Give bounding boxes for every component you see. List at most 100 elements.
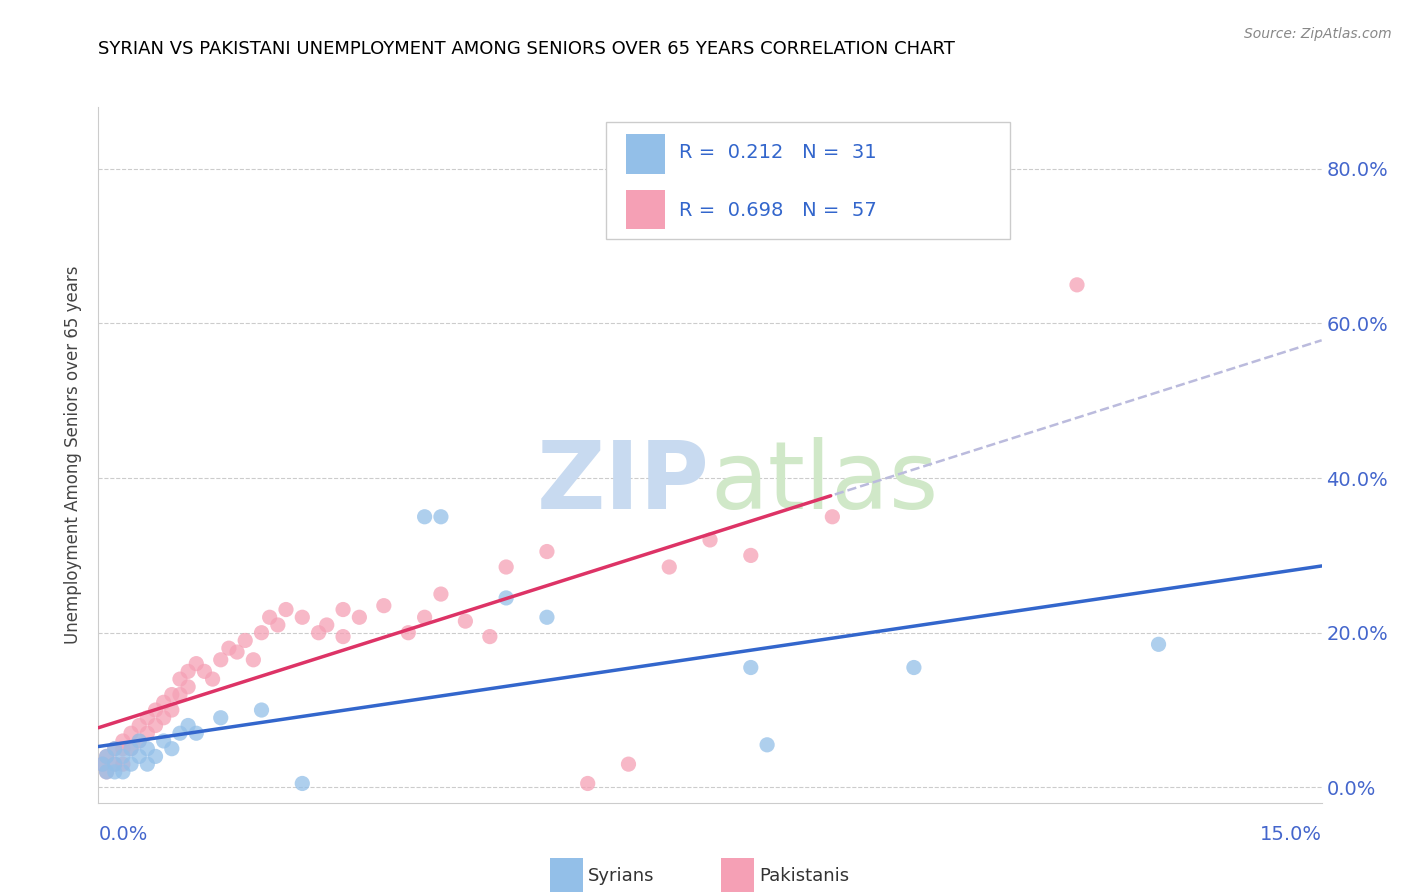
Point bbox=[177, 680, 200, 694]
Point bbox=[111, 749, 134, 764]
Point bbox=[186, 657, 208, 671]
Point bbox=[128, 734, 150, 748]
Point bbox=[454, 614, 477, 628]
Point bbox=[128, 734, 150, 748]
Point bbox=[495, 560, 517, 574]
FancyBboxPatch shape bbox=[721, 858, 754, 892]
Text: SYRIAN VS PAKISTANI UNEMPLOYMENT AMONG SENIORS OVER 65 YEARS CORRELATION CHART: SYRIAN VS PAKISTANI UNEMPLOYMENT AMONG S… bbox=[98, 40, 955, 58]
Point bbox=[903, 660, 925, 674]
Point bbox=[104, 757, 127, 772]
Point bbox=[259, 610, 281, 624]
Point bbox=[160, 703, 183, 717]
Text: atlas: atlas bbox=[710, 437, 938, 529]
Point bbox=[495, 591, 517, 605]
Point bbox=[250, 625, 273, 640]
Point bbox=[96, 764, 118, 779]
Point bbox=[1066, 277, 1088, 292]
Point bbox=[111, 757, 134, 772]
Point bbox=[128, 749, 150, 764]
Point bbox=[740, 549, 762, 563]
Point bbox=[233, 633, 256, 648]
Point bbox=[201, 672, 224, 686]
Point bbox=[349, 610, 371, 624]
Point bbox=[315, 618, 337, 632]
Point bbox=[111, 741, 134, 756]
Point bbox=[136, 741, 159, 756]
Point bbox=[104, 757, 127, 772]
Point bbox=[104, 764, 127, 779]
Text: ZIP: ZIP bbox=[537, 437, 710, 529]
Point bbox=[96, 749, 118, 764]
Point bbox=[104, 741, 127, 756]
Point bbox=[111, 734, 134, 748]
Point bbox=[430, 509, 453, 524]
Point bbox=[136, 711, 159, 725]
Point bbox=[120, 757, 142, 772]
Point bbox=[478, 630, 501, 644]
Point bbox=[96, 764, 118, 779]
Point bbox=[152, 734, 174, 748]
Point bbox=[373, 599, 395, 613]
Point bbox=[193, 665, 215, 679]
Point bbox=[111, 764, 134, 779]
Point bbox=[267, 618, 290, 632]
Point bbox=[413, 509, 436, 524]
Text: Pakistanis: Pakistanis bbox=[759, 867, 849, 885]
Text: Source: ZipAtlas.com: Source: ZipAtlas.com bbox=[1244, 27, 1392, 41]
Point bbox=[136, 726, 159, 740]
Point bbox=[576, 776, 599, 790]
Point bbox=[1147, 637, 1170, 651]
Point bbox=[186, 726, 208, 740]
Point bbox=[332, 630, 354, 644]
Point bbox=[430, 587, 453, 601]
Point bbox=[413, 610, 436, 624]
Point bbox=[128, 718, 150, 732]
Point bbox=[152, 711, 174, 725]
Text: 0.0%: 0.0% bbox=[98, 825, 148, 844]
Point bbox=[136, 757, 159, 772]
Point bbox=[160, 741, 183, 756]
Point bbox=[120, 741, 142, 756]
Point bbox=[536, 610, 558, 624]
Point bbox=[218, 641, 240, 656]
Point bbox=[209, 711, 232, 725]
Point bbox=[120, 741, 142, 756]
Text: R =  0.212   N =  31: R = 0.212 N = 31 bbox=[679, 143, 877, 161]
Point bbox=[91, 757, 114, 772]
Y-axis label: Unemployment Among Seniors over 65 years: Unemployment Among Seniors over 65 years bbox=[65, 266, 83, 644]
Point bbox=[96, 749, 118, 764]
Text: 15.0%: 15.0% bbox=[1260, 825, 1322, 844]
Point bbox=[169, 726, 191, 740]
Point bbox=[658, 560, 681, 574]
Point bbox=[177, 665, 200, 679]
Point bbox=[91, 757, 114, 772]
Point bbox=[104, 741, 127, 756]
Point bbox=[291, 610, 314, 624]
Point bbox=[120, 726, 142, 740]
Point bbox=[274, 602, 297, 616]
Point bbox=[209, 653, 232, 667]
Point bbox=[145, 749, 167, 764]
Point bbox=[250, 703, 273, 717]
Point bbox=[169, 672, 191, 686]
Point bbox=[169, 688, 191, 702]
Point bbox=[177, 718, 200, 732]
Point bbox=[308, 625, 330, 640]
Point bbox=[242, 653, 264, 667]
Point bbox=[756, 738, 779, 752]
Text: R =  0.698   N =  57: R = 0.698 N = 57 bbox=[679, 201, 877, 219]
Point bbox=[145, 718, 167, 732]
FancyBboxPatch shape bbox=[626, 190, 665, 229]
FancyBboxPatch shape bbox=[550, 858, 583, 892]
Point bbox=[160, 688, 183, 702]
Point bbox=[291, 776, 314, 790]
Point bbox=[536, 544, 558, 558]
Point bbox=[821, 509, 844, 524]
Point bbox=[145, 703, 167, 717]
Text: Syrians: Syrians bbox=[588, 867, 654, 885]
Point bbox=[617, 757, 640, 772]
Point bbox=[332, 602, 354, 616]
Point bbox=[226, 645, 249, 659]
FancyBboxPatch shape bbox=[626, 134, 665, 174]
Point bbox=[152, 695, 174, 709]
